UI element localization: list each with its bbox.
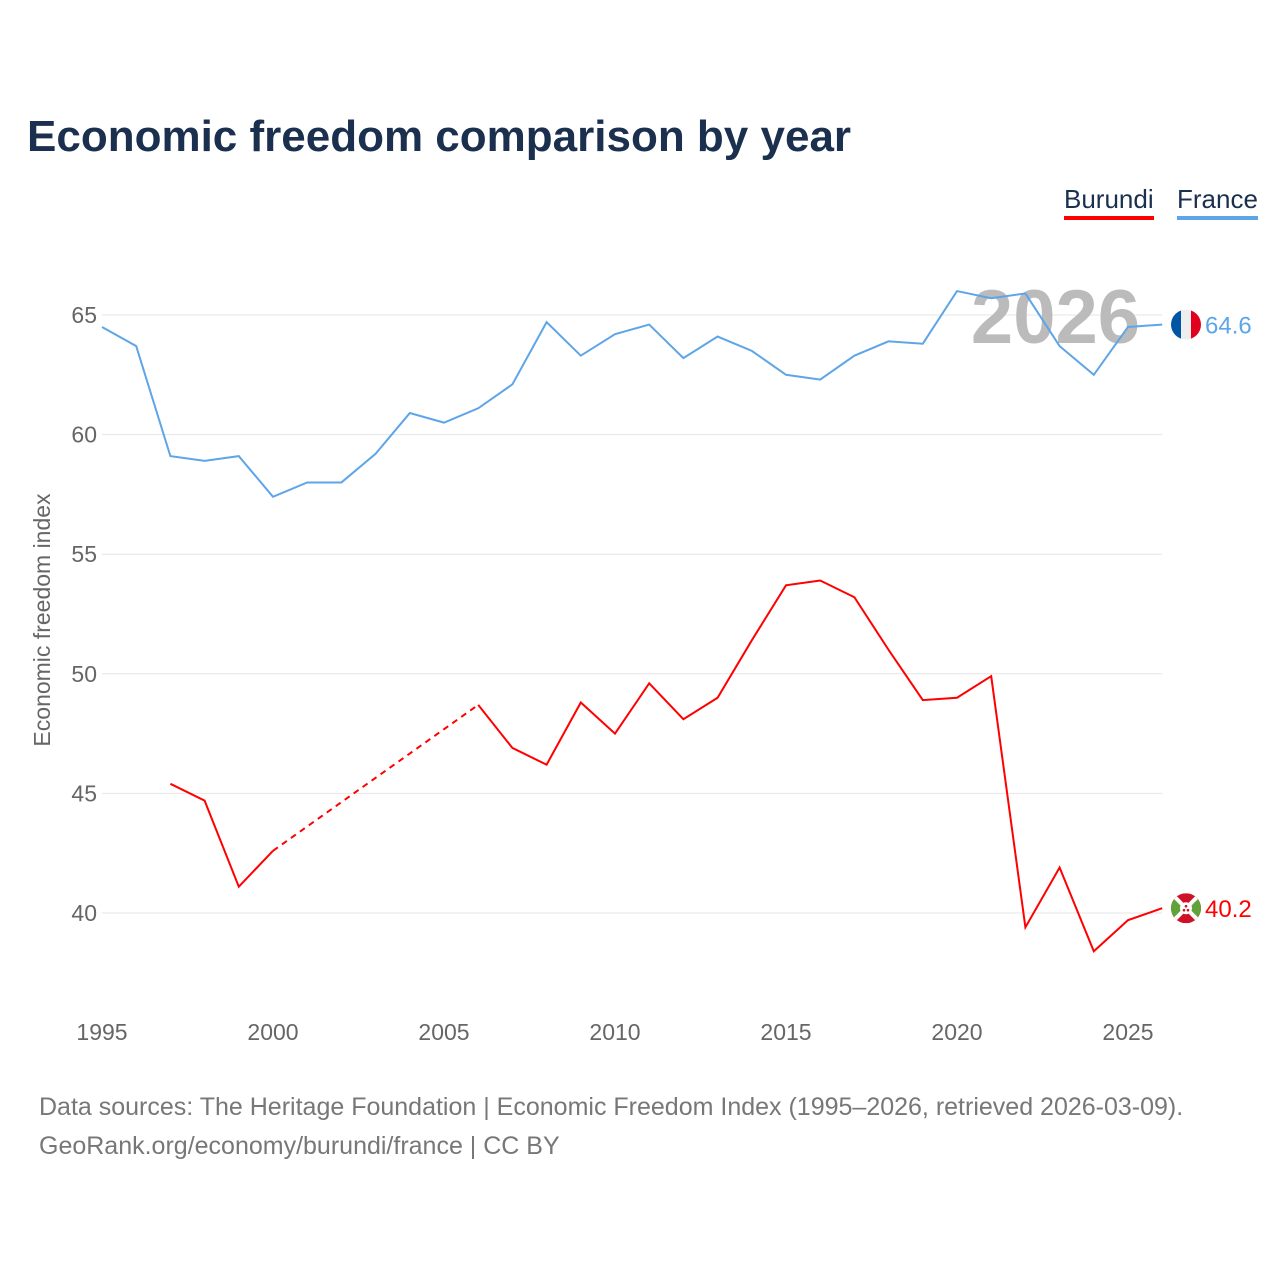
france-line [101, 289, 1163, 498]
y-tick-label: 50 [71, 661, 97, 687]
burundi-gap-line [272, 704, 479, 852]
y-axis-label: Economic freedom index [29, 493, 55, 747]
y-tick-label: 55 [71, 541, 97, 567]
x-tick-label: 1995 [76, 1019, 127, 1045]
y-tick-label: 65 [71, 302, 97, 328]
y-tick-label: 60 [71, 422, 97, 448]
legend-france[interactable]: France [1177, 184, 1258, 220]
legend-burundi[interactable]: Burundi [1064, 184, 1154, 220]
x-tick-label: 2000 [247, 1019, 298, 1045]
x-tick-label: 2010 [589, 1019, 640, 1045]
burundi-end-label: 40.2 [1205, 896, 1252, 923]
france-end-label: 64.6 [1205, 313, 1252, 340]
x-tick-label: 2005 [418, 1019, 469, 1045]
source-line-1: Data sources: The Heritage Foundation | … [39, 1093, 1184, 1121]
y-tick-label: 45 [71, 780, 97, 806]
france-flag-icon [1171, 309, 1201, 340]
year-watermark: 2026 [971, 275, 1140, 360]
source-note: Data sources: The Heritage Foundation | … [39, 1088, 1183, 1166]
chart-title: Economic freedom comparison by year [27, 112, 852, 161]
source-line-2: GeoRank.org/economy/burundi/france | CC … [39, 1132, 560, 1160]
x-tick-label: 2025 [1102, 1019, 1153, 1045]
burundi-flag-icon [1171, 893, 1201, 924]
burundi-line [169, 579, 1163, 953]
y-tick-label: 40 [71, 900, 97, 926]
x-tick-label: 2020 [931, 1019, 982, 1045]
x-tick-label: 2015 [760, 1019, 811, 1045]
